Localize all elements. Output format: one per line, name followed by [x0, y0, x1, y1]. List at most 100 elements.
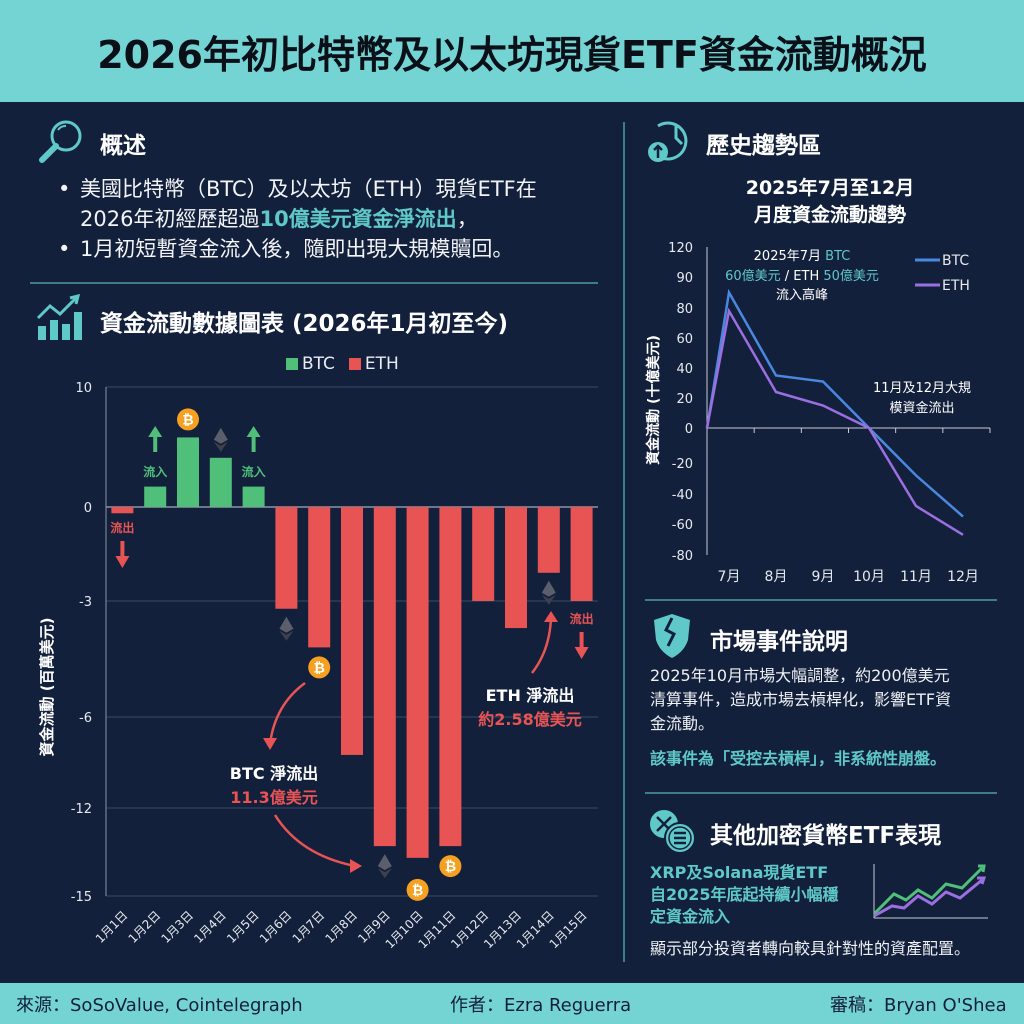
rising-bar-chart-icon — [36, 293, 84, 346]
x-tick-label: 1月3日 — [158, 908, 196, 946]
eth-net-outflow-value: 約2.58億美元 — [478, 710, 581, 729]
y-tick-label: 0 — [685, 422, 693, 437]
bullet-text: ， — [456, 207, 478, 231]
x-tick-label: 11月 — [900, 569, 932, 585]
ethereum-icon — [541, 580, 556, 605]
history-title: 歷史趨勢區 — [706, 133, 821, 159]
y-axis-label: 資金流動 (十億美元) — [645, 335, 662, 465]
up-arrow-head — [148, 426, 163, 437]
outflow-label: 流出 — [110, 520, 134, 535]
legend-label: BTC — [942, 253, 969, 269]
peak-annotation-line3: 流入高峰 — [776, 287, 828, 303]
bar-6 — [275, 507, 298, 609]
column-divider — [623, 122, 625, 962]
event-title: 市場事件說明 — [710, 629, 848, 655]
overview-title: 概述 — [100, 133, 146, 159]
x-tick-label: 1月2日 — [126, 908, 164, 946]
legend-item-btc: BTC — [286, 354, 335, 374]
bar-8 — [341, 507, 363, 755]
bar-9 — [373, 507, 396, 847]
y-tick-label: -3 — [79, 595, 92, 610]
y-tick-label: 60 — [676, 332, 693, 347]
line-chart-title-l2: 月度資金流動趨勢 — [753, 204, 906, 226]
btc-net-outflow-value: 11.3億美元 — [230, 788, 317, 807]
y-tick-label: 80 — [676, 302, 693, 317]
y-tick-label: -60 — [672, 518, 693, 533]
line-chart: 120 90 80 60 40 20 0 -20 -40 -60 -80 7月 8月 9月 10月 11月 12… — [645, 241, 991, 585]
section-divider — [645, 599, 997, 601]
svg-text:₿: ₿ — [445, 859, 456, 875]
legend-label: ETH — [942, 278, 970, 294]
other-etf-note: 顯示部分投資者轉向較具針對性的資產配置。 — [650, 939, 971, 958]
bar-1 — [111, 507, 134, 514]
y-tick-label: -20 — [672, 457, 693, 472]
other-etf-highlight: XRP及Solana現貨ETF 自2025年底起持續小幅穩 定資金流入 — [650, 862, 839, 928]
footer-author: 作者：Ezra Reguerra — [450, 994, 632, 1016]
curved-arrow — [268, 681, 306, 745]
bitcoin-icon: ₿ — [177, 408, 199, 431]
bar-chart-legend: BTC ETH — [286, 354, 399, 374]
inflow-label: 流入 — [242, 464, 266, 479]
bar-13 — [505, 507, 527, 629]
highlight-line: 自2025年底起持續小幅穩 — [650, 885, 839, 904]
down-arrow-head — [115, 556, 130, 568]
y-tick-label: 10 — [75, 381, 92, 396]
clock-arrow-icon — [646, 116, 696, 168]
bullet-text: 美國比特幣（BTC）及以太坊（ETH）現貨ETF在 — [80, 177, 537, 201]
bullet-text: 1月初短暫資金流入後，隨即出現大規模贖回。 — [80, 237, 514, 261]
eth-net-outflow-title: ETH 淨流出 — [486, 686, 575, 705]
x-tick-label: 1月8日 — [322, 908, 360, 946]
y-axis-label: 資金流動 (百萬美元) — [38, 618, 56, 757]
bar-10 — [406, 507, 429, 858]
y-tick-label: 40 — [676, 362, 693, 377]
ethereum-icon — [377, 854, 392, 879]
curved-arrow — [273, 814, 356, 868]
y-tick-label: 120 — [668, 241, 693, 256]
other-etf-title: 其他加密貨幣ETF表現 — [710, 823, 942, 849]
bitcoin-icon: ₿ — [406, 878, 429, 901]
x-tick-label: 7月 — [718, 569, 741, 585]
curved-arrow-head — [263, 738, 277, 750]
bar-5 — [242, 486, 265, 507]
bar-3 — [177, 437, 199, 507]
bar-15 — [570, 507, 593, 601]
y-tick-label: -40 — [672, 488, 693, 503]
inflow-label: 流入 — [143, 464, 167, 479]
peak-annotation-line2: 60億美元 / ETH 50億美元 — [725, 268, 879, 284]
bullet-highlight: 10億美元資金淨流出 — [259, 207, 457, 231]
y-tick-label: -6 — [79, 711, 92, 726]
bullet-item: 美國比特幣（BTC）及以太坊（ETH）現貨ETF在 2026年初經歷超過10億美… — [56, 174, 537, 234]
bullet-text: 2026年初經歷超過 — [80, 207, 260, 231]
x-tick-label: 1月4日 — [191, 908, 229, 946]
y-tick-label: -15 — [71, 890, 92, 905]
x-tick-label: 1月6日 — [257, 908, 295, 946]
y-tick-label: 20 — [676, 392, 693, 407]
line-chart-title: 2025年7月至12月 月度資金流動趨勢 — [680, 175, 980, 229]
ethereum-icon — [213, 427, 228, 452]
footer-source: 來源：SoSoValue, Cointelegraph — [16, 994, 303, 1016]
legend-item-eth: ETH — [348, 354, 399, 374]
x-tick-label: 10月 — [853, 569, 885, 585]
svg-text:₿: ₿ — [313, 660, 324, 676]
peak-annotation-line1: 2025年7月 BTC — [754, 249, 851, 264]
event-line: 金流動。 — [650, 714, 715, 733]
ethereum-icon — [279, 616, 294, 641]
bar-4 — [209, 457, 232, 507]
xrp-solana-coins-icon — [646, 806, 700, 860]
event-line: 清算事件，造成市場去槓桿化，影響ETF資 — [650, 690, 952, 709]
curved-arrow — [531, 616, 553, 674]
btc-net-outflow-title: BTC 淨流出 — [230, 764, 318, 783]
cracked-shield-icon — [650, 612, 694, 664]
bar-12 — [472, 507, 495, 601]
event-line: 2025年10月市場大幅調整，約200億美元 — [650, 666, 950, 685]
footer: 來源：SoSoValue, Cointelegraph 作者：Ezra Regu… — [0, 983, 1024, 1024]
overview-bullets: 美國比特幣（BTC）及以太坊（ETH）現貨ETF在 2026年初經歷超過10億美… — [56, 174, 537, 264]
y-tick-label: -12 — [71, 802, 92, 817]
x-tick-label: 8月 — [765, 569, 788, 585]
section-divider — [30, 282, 598, 284]
page-title: 2026年初比特幣及以太坊現貨ETF資金流動概況 — [97, 32, 927, 77]
svg-text:₿: ₿ — [182, 412, 193, 428]
x-tick-label: 1月7日 — [290, 908, 328, 946]
outflow-annotation-line1: 11月及12月大規 — [873, 381, 971, 396]
event-description: 2025年10月市場大幅調整，約200億美元 清算事件，造成市場去槓桿化，影響E… — [650, 664, 1010, 736]
